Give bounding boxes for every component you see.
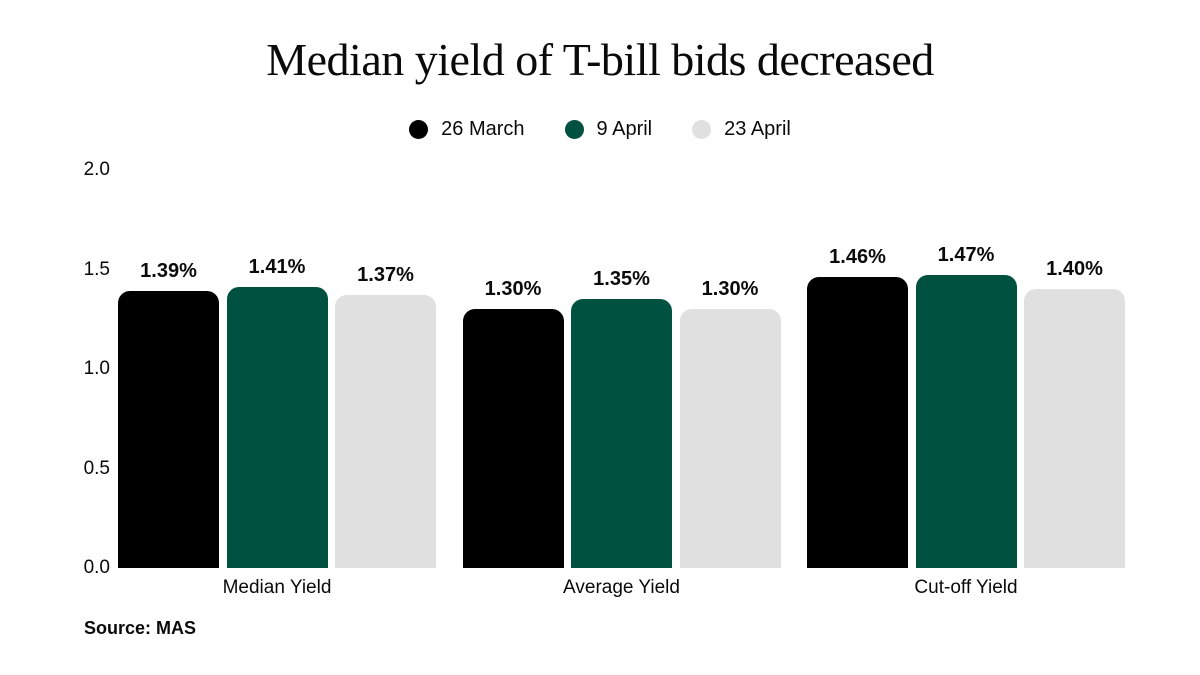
legend: 26 March 9 April 23 April [0, 118, 1200, 141]
bar-value-label: 1.46% [829, 246, 886, 269]
y-axis-tick-label: 0.5 [83, 457, 110, 479]
bar-26-march-median-yield [118, 291, 219, 568]
x-axis-category-label: Average Yield [563, 577, 680, 598]
legend-item-26-march: 26 March [409, 118, 525, 141]
legend-dot-icon [692, 120, 712, 139]
bar-9-april-median-yield [226, 287, 328, 568]
source-note: Source: MAS [84, 618, 197, 638]
bar-value-label: 1.40% [1046, 258, 1103, 281]
y-axis-tick-label: 1.5 [83, 258, 110, 280]
bar-value-label: 1.37% [357, 264, 414, 287]
bar-value-label: 1.35% [593, 268, 650, 291]
bar-23-april-cut-off-yield [1024, 289, 1125, 568]
legend-dot-icon [564, 120, 584, 139]
legend-label: 26 March [441, 118, 525, 140]
bar-value-label: 1.30% [701, 278, 759, 301]
x-axis-category-label: Cut-off Yield [914, 577, 1018, 598]
y-axis-tick-label: 2.0 [83, 159, 110, 180]
bar-26-march-average-yield [462, 309, 564, 568]
bar-value-label: 1.39% [140, 260, 197, 283]
y-axis-tick-label: 1.0 [83, 358, 110, 379]
legend-label: 23 April [724, 118, 791, 140]
legend-item-23-april: 23 April [692, 118, 791, 141]
legend-item-9-april: 9 April [564, 118, 653, 141]
y-axis-tick-label: 0.0 [83, 557, 110, 578]
legend-label: 9 April [596, 118, 653, 140]
bar-23-april-median-yield [335, 295, 436, 568]
legend-dot-icon [409, 120, 429, 139]
bar-23-april-average-yield [679, 309, 781, 568]
bar-value-label: 1.41% [248, 256, 306, 279]
bar-9-april-cut-off-yield [915, 275, 1017, 568]
bar-value-label: 1.47% [937, 244, 995, 267]
chart-title: Median yield of T-bill bids decreased [266, 34, 934, 85]
bar-26-march-cut-off-yield [807, 277, 908, 568]
bar-value-label: 1.30% [484, 278, 542, 301]
x-axis-category-label: Median Yield [222, 577, 332, 598]
bar-9-april-average-yield [571, 299, 672, 568]
